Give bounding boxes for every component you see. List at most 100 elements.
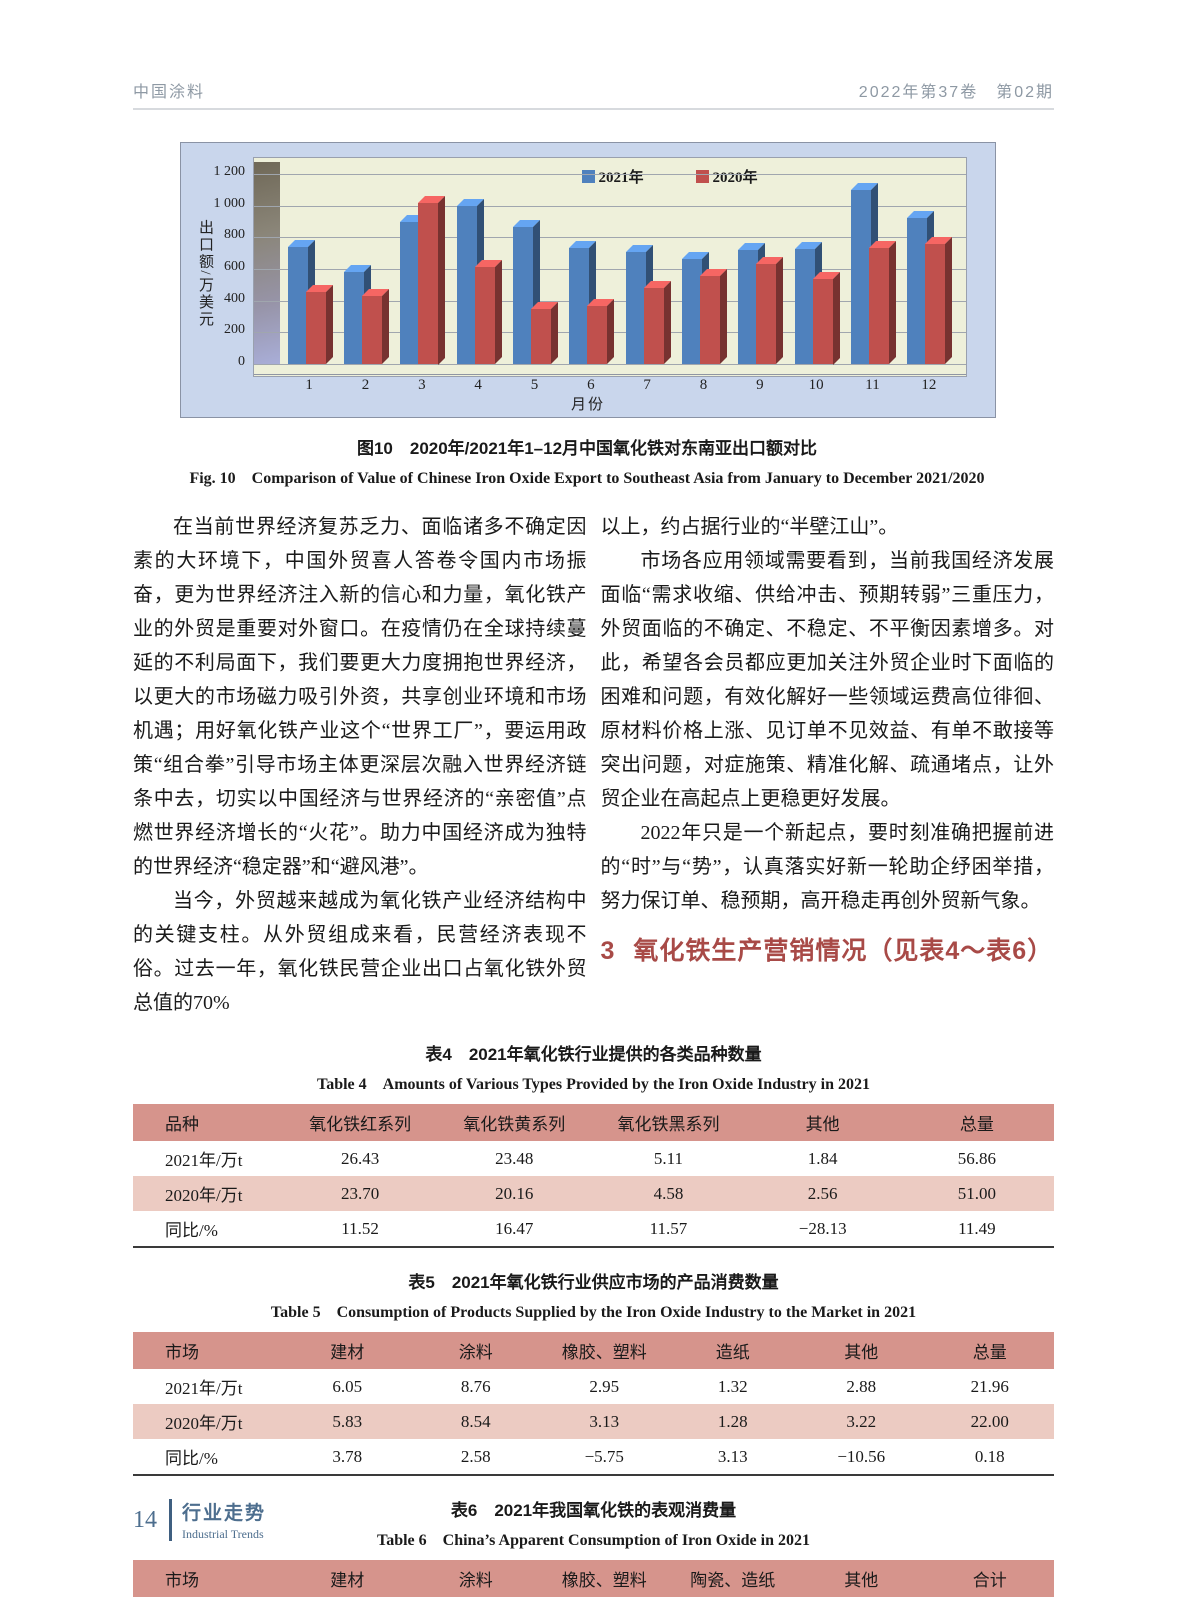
x-tick-label: 7 xyxy=(643,377,651,393)
table-cell: 2020年/万t xyxy=(165,1186,243,1205)
data-table: 品种 氧化铁红系列 氧化铁黄系列 氧化铁黑系列 其他 总量 2021年/万t 26.43 23.… xyxy=(133,1104,1054,1248)
bar-2021年-month-4 xyxy=(456,198,484,364)
3d-wall xyxy=(254,162,280,364)
column-header: 其他 xyxy=(797,1560,926,1597)
table-4-caption-en: Table 4 Amounts of Various Types Provide… xyxy=(316,1076,870,1093)
gridline xyxy=(254,364,966,365)
column-header: 总量 xyxy=(925,1332,1054,1369)
table-cell: 11.57 xyxy=(591,1211,746,1248)
bar-2021年-month-2 xyxy=(344,265,371,364)
table-row: 2021年/万t 6.05 8.76 2.95 1.32 2.88 21.96 xyxy=(133,1369,1054,1404)
paragraph: 在当前世界经济复苏乏力、面临诸多不确定因素的大环境下，中国外贸喜人答卷令国内市场… xyxy=(133,516,587,878)
column-header: 橡胶、塑料 xyxy=(540,1332,669,1369)
table-cell: 21.96 xyxy=(970,1376,1009,1396)
bar-side-face xyxy=(776,257,784,364)
table-4-caption-zh: 表4 2021年氧化铁行业提供的各类品种数量 xyxy=(425,1045,762,1064)
column-name-zh: 行业走势 xyxy=(182,1503,267,1524)
table-4-caption: 表4 2021年氧化铁行业提供的各类品种数量 Table 4 Amounts o… xyxy=(133,1040,1054,1094)
column-name-en: Industrial Trends xyxy=(182,1527,264,1541)
table-4: 品种 氧化铁红系列 氧化铁黄系列 氧化铁黑系列 其他 总量 2021年/万t 26.43 23.… xyxy=(133,1104,1054,1248)
column-header: 合计 xyxy=(925,1560,1054,1597)
table-row: 2020年/万t 5.83 8.54 3.13 1.28 3.22 22.00 xyxy=(133,1404,1054,1439)
bar-side-face xyxy=(438,195,446,364)
bar-2020年-month-2 xyxy=(362,288,389,364)
legend-swatch-2021 xyxy=(581,170,595,183)
table-cell: −28.13 xyxy=(745,1211,900,1248)
y-tick-label: 600 xyxy=(224,259,245,274)
table-cell: 5.11 xyxy=(653,1148,684,1168)
paragraph: 2022年只是一个新起点，要时刻准确把握前进的“时”与“势”，认真落实好新一轮助… xyxy=(600,822,1055,912)
column-header: 氧化铁黄系列 xyxy=(437,1104,592,1141)
table-6-caption: 表6 2021年我国氧化铁的表观消费量 Table 6 China’s Appa… xyxy=(133,1496,1054,1550)
table-4-block: 表4 2021年氧化铁行业提供的各类品种数量 Table 4 Amounts o… xyxy=(133,1040,1054,1248)
bar-side-face xyxy=(945,237,953,364)
table-cell: 2021年/万t xyxy=(165,1379,243,1398)
column-header: 市场 xyxy=(133,1560,283,1597)
table-cell: 1.84 xyxy=(807,1148,838,1168)
bar-2021年-month-6 xyxy=(569,240,597,364)
figure-caption: 图10 2020年/2021年1–12月中国氧化铁对东南亚出口额对比 Fig. … xyxy=(180,434,994,488)
table-row: 同比/% 11.52 16.47 11.57 −28.13 11.49 xyxy=(133,1211,1054,1248)
table-5-caption: 表5 2021年氧化铁行业供应市场的产品消费数量 Table 5 Consump… xyxy=(133,1268,1054,1322)
legend-label-2021: 2021年 xyxy=(598,170,644,186)
table-cell: 1.32 xyxy=(717,1376,748,1396)
x-tick-label: 10 xyxy=(808,377,824,393)
x-tick-label: 11 xyxy=(865,377,880,393)
table-cell: −5.75 xyxy=(540,1439,669,1476)
column-header: 氧化铁黑系列 xyxy=(591,1104,746,1141)
chart-plot-area: 2021年 2020年 xyxy=(253,157,967,377)
table-header-row: 品种 氧化铁红系列 氧化铁黄系列 氧化铁黑系列 其他 总量 xyxy=(133,1104,1054,1141)
table-cell: 3.22 xyxy=(846,1411,877,1431)
column-header: 橡胶、塑料 xyxy=(540,1560,669,1597)
gridline xyxy=(254,269,966,270)
bar-2021年-month-5 xyxy=(513,220,540,364)
column-header: 涂料 xyxy=(411,1560,540,1597)
bar-2020年-month-8 xyxy=(700,269,727,364)
table-cell: 2021年/万t xyxy=(165,1151,243,1170)
column-header: 建材 xyxy=(283,1332,412,1369)
bar-2021年-month-9 xyxy=(738,243,766,364)
bar-2021年-month-10 xyxy=(794,242,822,364)
table-cell: 56.86 xyxy=(957,1148,996,1168)
table-cell: 2.95 xyxy=(589,1376,620,1396)
y-tick-label: 200 xyxy=(224,322,245,338)
x-tick-label: 5 xyxy=(530,377,539,393)
column-header: 氧化铁红系列 xyxy=(283,1104,438,1141)
x-tick-label: 6 xyxy=(587,377,595,393)
bar-2021年-month-3 xyxy=(400,215,428,364)
table-6-block: 表6 2021年我国氧化铁的表观消费量 Table 6 China’s Appa… xyxy=(133,1496,1054,1600)
column-header: 品种 xyxy=(133,1104,283,1141)
x-tick-label: 8 xyxy=(699,377,708,393)
table-cell: 3.13 xyxy=(589,1411,620,1431)
table-6-caption-zh: 表6 2021年我国氧化铁的表观消费量 xyxy=(450,1501,737,1520)
y-tick-label: 1 200 xyxy=(213,164,246,179)
table-cell: 0.18 xyxy=(925,1439,1054,1476)
page-header: 中国涂料 2022年第37卷 第02期 xyxy=(133,0,1054,110)
bar-2021年-month-7 xyxy=(625,244,653,364)
section-title-text: 氧化铁生产营销情况（见表4～表6） xyxy=(633,937,1054,965)
bar-2021年-month-8 xyxy=(682,251,709,364)
issue-info: 2022年第37卷 第02期 xyxy=(858,84,1054,101)
table-cell: 16.47 xyxy=(437,1211,592,1248)
paragraph: 以上，约占据行业的“半壁江山”。 xyxy=(600,516,899,538)
bar-2020年-month-12 xyxy=(925,237,953,364)
section-number: 3 xyxy=(600,937,616,965)
table-cell: 8.54 xyxy=(460,1411,491,1431)
x-tick-label: 4 xyxy=(474,377,482,393)
section-heading: 3 氧化铁生产营销情况（见表4～表6） xyxy=(601,934,1055,968)
table-cell: 2020年/万t xyxy=(165,1414,243,1433)
right-column: 以上，约占据行业的“半壁江山”。 市场各应用领域需要看到，当前我国经济发展面临“需… xyxy=(601,510,1055,1020)
table-6: 市场建材涂料橡胶、塑料陶瓷、造纸其他合计2021年/万t9.8713.105.5… xyxy=(133,1560,1054,1600)
figure-10: 出口额/万美元 2021年 2020年 月份 0 200 400 600 800 xyxy=(180,142,996,488)
bar-2020年-month-6 xyxy=(587,299,615,364)
legend-label-2020: 2020年 xyxy=(712,170,758,186)
bar-side-face xyxy=(889,241,896,364)
bar-side-face xyxy=(832,271,840,364)
bar-side-face xyxy=(382,288,389,364)
bar-side-face xyxy=(720,269,727,364)
bar-side-face xyxy=(494,259,502,364)
table-row: 2021年/万t 26.43 23.48 5.11 1.84 56.86 xyxy=(133,1141,1054,1176)
table-cell: 23.48 xyxy=(495,1148,534,1168)
data-table: 市场 建材 涂料 橡胶、塑料 造纸 其他 总量 2021年/万t 6.05 8.76 2.95 1.3… xyxy=(133,1332,1054,1476)
table-cell: 23.70 xyxy=(340,1183,380,1203)
